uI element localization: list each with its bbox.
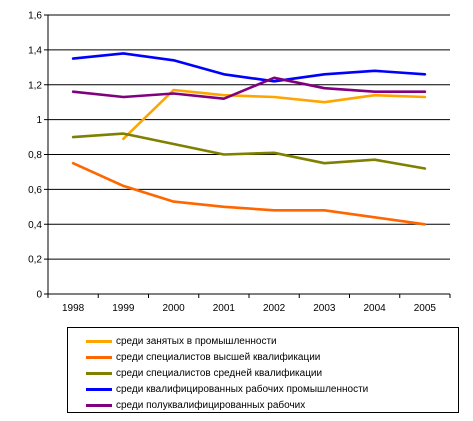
legend-item-employed-industry: среди занятых в промышленности [86, 333, 277, 349]
x-tick-label: 2001 [213, 303, 236, 314]
legend-label: среди полуквалифицированных рабочих [116, 399, 306, 411]
x-tick-label: 1999 [112, 303, 135, 314]
y-tick-label: 0,6 [28, 185, 42, 196]
series-line-2 [71, 132, 427, 170]
x-tick-label: 2003 [313, 303, 336, 314]
grid-lines [48, 14, 450, 260]
legend-swatch [86, 387, 112, 391]
legend-label: среди специалистов высшей квалификации [116, 351, 321, 363]
y-tick-label: 1 [36, 115, 42, 126]
legend-swatch [86, 339, 112, 343]
series-line-0 [122, 88, 427, 141]
series-line-4 [71, 76, 427, 100]
y-tick-label: 1,4 [28, 45, 42, 56]
legend-swatch [86, 403, 112, 407]
legend-label: среди занятых в промышленности [116, 335, 277, 347]
y-tick-label: 0,4 [28, 220, 42, 231]
y-tick-label: 0 [36, 290, 42, 301]
y-tick-label: 0,8 [28, 150, 42, 161]
legend-swatch [86, 371, 112, 375]
x-tick-label: 2005 [414, 303, 437, 314]
x-tick-label: 2002 [263, 303, 286, 314]
series-line-3 [71, 52, 427, 83]
legend: среди занятых в промышленности среди спе… [67, 327, 459, 413]
x-axis-ticks: 1998 1999 2000 2001 2002 2003 2004 2005 [47, 294, 451, 314]
y-tick-label: 1,2 [28, 80, 42, 91]
legend-label: среди специалистов средней квалификации [116, 367, 323, 379]
y-tick-label: 0,2 [28, 255, 42, 266]
legend-item-qualified-workers: среди квалифицированных рабочих промышле… [86, 381, 368, 397]
legend-label: среди квалифицированных рабочих промышле… [116, 383, 369, 395]
x-tick-label: 2000 [163, 303, 186, 314]
legend-swatch [86, 355, 112, 359]
x-tick-label: 2004 [364, 303, 387, 314]
y-axis-ticks: 0 0,2 0,4 0,6 0,8 1 1,2 1,4 1,6 [28, 11, 48, 301]
x-tick-label: 1998 [62, 303, 85, 314]
legend-item-high-qualified-specialists: среди специалистов высшей квалификации [86, 349, 320, 365]
y-tick-label: 1,6 [28, 11, 42, 22]
legend-item-mid-qualified-specialists: среди специалистов средней квалификации [86, 365, 322, 381]
series-line-1 [71, 161, 427, 226]
legend-item-semi-qualified-workers: среди полуквалифицированных рабочих [86, 397, 305, 413]
series-lines [71, 52, 427, 226]
line-chart: 0 0,2 0,4 0,6 0,8 1 1,2 1,4 1,6 1998 1999 2000 2001… [28, 11, 451, 314]
